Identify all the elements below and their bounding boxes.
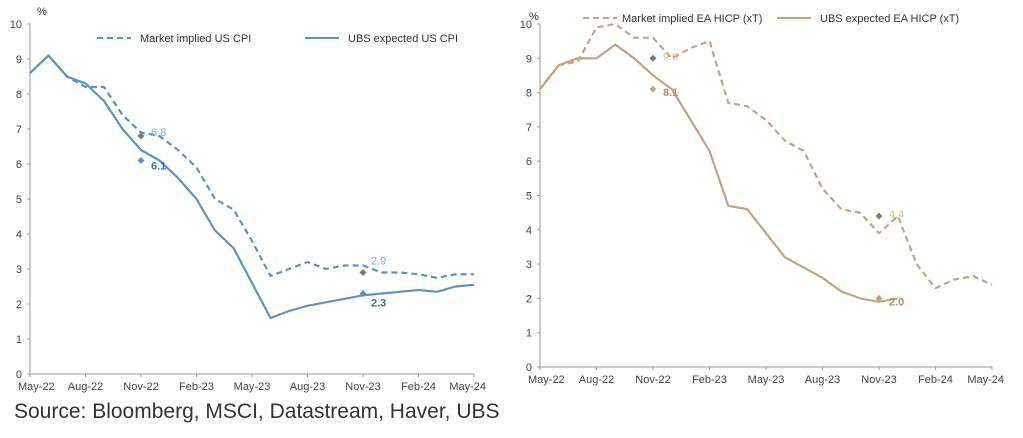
data-label: 2.3	[371, 298, 386, 310]
source-note: Source: Bloomberg, MSCI, Datastream, Hav…	[14, 400, 500, 423]
y-tick-label: 4	[16, 229, 22, 241]
data-label: 2.0	[889, 296, 904, 308]
data-label: 9.0	[663, 51, 678, 63]
series-line-ubs-expected	[539, 43, 898, 303]
y-tick-label: 5	[16, 194, 22, 206]
y-tick-label: 7	[526, 122, 532, 134]
data-marker	[137, 132, 145, 140]
y-tick-label: 6	[526, 156, 532, 168]
x-tick-label: Aug-23	[805, 374, 840, 386]
x-tick-label: Aug-22	[68, 381, 103, 393]
y-tick-label: 6	[16, 159, 22, 171]
y-tick-label: 2	[16, 299, 22, 311]
x-tick-label: May-22	[18, 381, 55, 393]
data-marker	[137, 157, 145, 164]
x-tick-label: Feb-24	[401, 381, 436, 393]
legend-label: UBS expected US CPI	[348, 33, 458, 45]
y-tick-label: 0	[526, 362, 532, 374]
data-marker	[875, 294, 883, 302]
x-tick-label: May-24	[967, 374, 1004, 386]
y-tick-label: 3	[526, 259, 532, 271]
y-unit-label: %	[529, 11, 539, 23]
y-tick-label: 3	[16, 264, 22, 276]
x-tick-label: Nov-22	[635, 374, 670, 386]
y-tick-label: 4	[526, 225, 532, 237]
series-line-market-implied	[539, 22, 993, 290]
data-marker	[359, 269, 367, 276]
x-tick-label: May-23	[234, 381, 271, 393]
data-label: 8.1	[663, 87, 678, 99]
data-label: 6.8	[151, 127, 166, 139]
x-tick-label: Aug-23	[290, 381, 325, 393]
y-tick-label: 1	[16, 334, 22, 346]
chart-ea-hicp: % 0 1 2 3 4 5 6 7 8 9 10 May-22 Aug-22 Nov-22 Feb-23 May…	[520, 11, 1004, 386]
data-label: 4.4	[889, 209, 904, 221]
y-tick-label: 1	[526, 328, 532, 340]
y-tick-label: 7	[16, 124, 22, 136]
data-label: 2.9	[371, 256, 386, 268]
x-tick-label: May-24	[449, 381, 486, 393]
y-tick-label: 9	[16, 54, 22, 66]
x-tick-label: Aug-22	[579, 374, 614, 386]
x-tick-label: Nov-22	[123, 381, 158, 393]
y-tick-label: 10	[10, 19, 22, 31]
legend-label: Market implied US CPI	[140, 33, 251, 45]
legend-label: Market implied EA HICP (xT)	[622, 13, 762, 25]
chart-us-cpi: % 0 1 2 3 4 5 6 7 8 9 10 May-22 Aug-22 Nov-22 Feb-23 May…	[10, 6, 486, 393]
legend-label: UBS expected EA HICP (xT)	[820, 13, 959, 25]
y-unit-label: %	[37, 6, 47, 18]
x-tick-label: May-23	[748, 374, 785, 386]
x-tick-label: Feb-24	[918, 374, 953, 386]
y-tick-label: 8	[16, 89, 22, 101]
y-tick-label: 8	[526, 88, 532, 100]
y-tick-label: 0	[16, 369, 22, 381]
data-marker	[649, 85, 657, 93]
y-tick-label: 9	[526, 53, 532, 65]
data-marker	[875, 212, 883, 220]
x-tick-label: Nov-23	[345, 381, 380, 393]
x-tick-label: Feb-23	[692, 374, 727, 386]
data-marker	[359, 290, 367, 297]
series-line-market-implied	[29, 54, 474, 279]
data-marker	[649, 54, 657, 62]
y-tick-label: 2	[526, 293, 532, 305]
series-line-ubs-expected	[29, 54, 475, 320]
data-label: 6.1	[151, 161, 166, 173]
x-tick-label: May-22	[528, 374, 565, 386]
x-tick-label: Nov-23	[861, 374, 896, 386]
x-tick-label: Feb-23	[179, 381, 214, 393]
y-tick-label: 10	[520, 19, 532, 31]
y-tick-label: 5	[526, 191, 532, 203]
